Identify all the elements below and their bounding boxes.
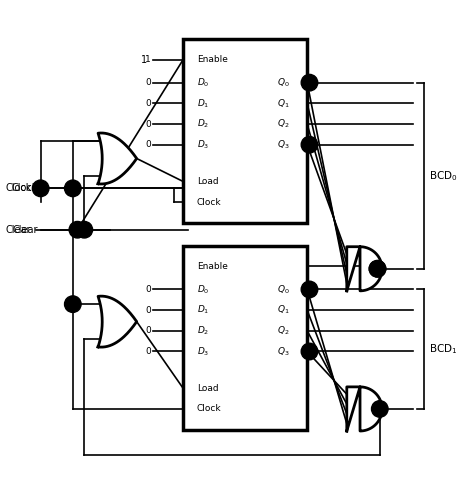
Text: Load: Load <box>197 177 219 186</box>
Text: 1: 1 <box>145 55 151 64</box>
Circle shape <box>32 180 49 197</box>
Text: 0: 0 <box>145 119 151 129</box>
Text: 1: 1 <box>141 55 147 65</box>
Text: 0: 0 <box>145 78 151 87</box>
Bar <box>183 246 307 430</box>
Text: Enable: Enable <box>197 262 228 271</box>
Text: BCD$_0$: BCD$_0$ <box>429 169 457 183</box>
Text: Clear: Clear <box>13 225 38 235</box>
Circle shape <box>301 75 318 91</box>
Text: $D_3$: $D_3$ <box>197 345 210 358</box>
Text: $Q_2$: $Q_2$ <box>277 324 290 337</box>
Circle shape <box>369 261 386 277</box>
Text: $Q_1$: $Q_1$ <box>277 304 290 317</box>
Polygon shape <box>98 296 137 347</box>
Text: Enable: Enable <box>197 55 228 64</box>
Text: $D_0$: $D_0$ <box>197 76 210 89</box>
Polygon shape <box>347 247 382 291</box>
Text: BCD$_1$: BCD$_1$ <box>429 342 457 356</box>
Text: Clock: Clock <box>12 183 38 193</box>
Text: 0: 0 <box>145 326 151 336</box>
Text: Clear: Clear <box>6 225 31 235</box>
Text: $D_2$: $D_2$ <box>197 118 209 130</box>
Circle shape <box>64 180 81 197</box>
Text: 0: 0 <box>145 285 151 294</box>
Circle shape <box>301 281 318 298</box>
Text: $Q_0$: $Q_0$ <box>277 76 290 89</box>
Polygon shape <box>98 133 137 184</box>
Circle shape <box>301 136 318 153</box>
Circle shape <box>76 222 92 238</box>
Text: Load: Load <box>197 384 219 393</box>
Circle shape <box>64 296 81 313</box>
Text: 0: 0 <box>145 140 151 149</box>
Circle shape <box>369 261 386 277</box>
Circle shape <box>372 401 388 417</box>
Text: $Q_3$: $Q_3$ <box>277 138 290 151</box>
Bar <box>183 39 307 223</box>
Text: 0: 0 <box>145 99 151 108</box>
Text: $D_1$: $D_1$ <box>197 97 210 110</box>
Text: $Q_3$: $Q_3$ <box>277 345 290 358</box>
Circle shape <box>301 343 318 360</box>
Text: Clock: Clock <box>5 183 31 193</box>
Polygon shape <box>347 387 382 431</box>
Text: $D_0$: $D_0$ <box>197 283 210 296</box>
Text: 0: 0 <box>145 347 151 356</box>
Text: $Q_0$: $Q_0$ <box>277 283 290 296</box>
Text: Clock: Clock <box>197 404 221 413</box>
Text: $Q_1$: $Q_1$ <box>277 97 290 110</box>
Circle shape <box>69 222 86 238</box>
Text: $Q_2$: $Q_2$ <box>277 118 290 130</box>
Text: Clock: Clock <box>197 198 221 206</box>
Text: 0: 0 <box>145 306 151 315</box>
Text: $D_1$: $D_1$ <box>197 304 210 317</box>
Text: $D_3$: $D_3$ <box>197 138 210 151</box>
Text: $D_2$: $D_2$ <box>197 324 209 337</box>
